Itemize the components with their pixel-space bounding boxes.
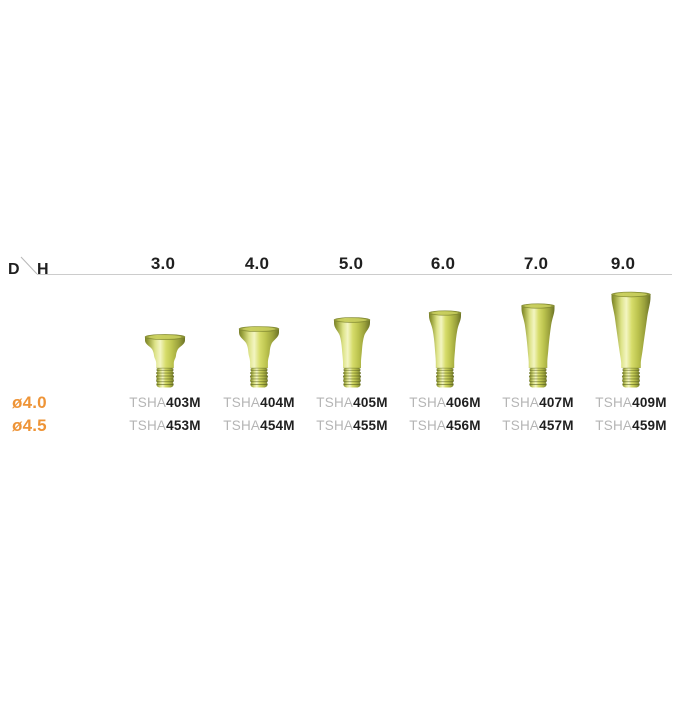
abutment-image-h4	[235, 290, 283, 390]
product-code-tsha409m: TSHA409M	[585, 395, 676, 410]
corner-diameter-label: D	[8, 261, 20, 278]
code-prefix: TSHA	[316, 395, 354, 410]
code-number: 406M	[446, 395, 481, 410]
product-code-tsha403m: TSHA403M	[119, 395, 211, 410]
product-code-tsha454m: TSHA454M	[213, 418, 305, 433]
diameter-label-4-5: ø4.5	[12, 416, 47, 435]
product-code-tsha407m: TSHA407M	[492, 395, 584, 410]
product-code-tsha455m: TSHA455M	[306, 418, 398, 433]
code-prefix: TSHA	[409, 395, 447, 410]
height-header-4-0: 4.0	[244, 254, 270, 273]
code-prefix: TSHA	[223, 395, 261, 410]
product-code-tsha459m: TSHA459M	[585, 418, 676, 433]
code-number: 409M	[632, 395, 667, 410]
code-number: 455M	[353, 418, 388, 433]
header-rule-line	[37, 274, 672, 275]
height-header-5-0: 5.0	[338, 254, 364, 273]
code-prefix: TSHA	[595, 395, 633, 410]
height-header-3-0: 3.0	[150, 254, 176, 273]
code-number: 407M	[539, 395, 574, 410]
code-prefix: TSHA	[129, 395, 167, 410]
product-code-tsha456m: TSHA456M	[399, 418, 491, 433]
abutment-image-h7	[514, 290, 562, 390]
code-prefix: TSHA	[129, 418, 167, 433]
code-number: 457M	[539, 418, 574, 433]
code-number: 453M	[166, 418, 201, 433]
code-prefix: TSHA	[409, 418, 447, 433]
abutment-image-h3	[141, 290, 189, 390]
code-number: 456M	[446, 418, 481, 433]
abutment-image-h6	[421, 290, 469, 390]
corner-height-label: H	[37, 261, 49, 278]
code-number: 403M	[166, 395, 201, 410]
product-code-tsha404m: TSHA404M	[213, 395, 305, 410]
code-prefix: TSHA	[223, 418, 261, 433]
product-code-tsha453m: TSHA453M	[119, 418, 211, 433]
diameter-label-4-0: ø4.0	[12, 393, 47, 412]
abutment-image-h5	[328, 290, 376, 390]
product-code-tsha457m: TSHA457M	[492, 418, 584, 433]
code-prefix: TSHA	[316, 418, 354, 433]
code-number: 459M	[632, 418, 667, 433]
corner-diagonal-line	[20, 256, 38, 275]
code-number: 454M	[260, 418, 295, 433]
code-prefix: TSHA	[502, 395, 540, 410]
height-header-6-0: 6.0	[430, 254, 456, 273]
code-prefix: TSHA	[595, 418, 633, 433]
product-code-tsha406m: TSHA406M	[399, 395, 491, 410]
product-code-tsha405m: TSHA405M	[306, 395, 398, 410]
code-number: 404M	[260, 395, 295, 410]
code-prefix: TSHA	[502, 418, 540, 433]
height-header-9-0: 9.0	[610, 254, 636, 273]
code-number: 405M	[353, 395, 388, 410]
height-header-7-0: 7.0	[523, 254, 549, 273]
abutment-image-h9	[607, 290, 655, 390]
